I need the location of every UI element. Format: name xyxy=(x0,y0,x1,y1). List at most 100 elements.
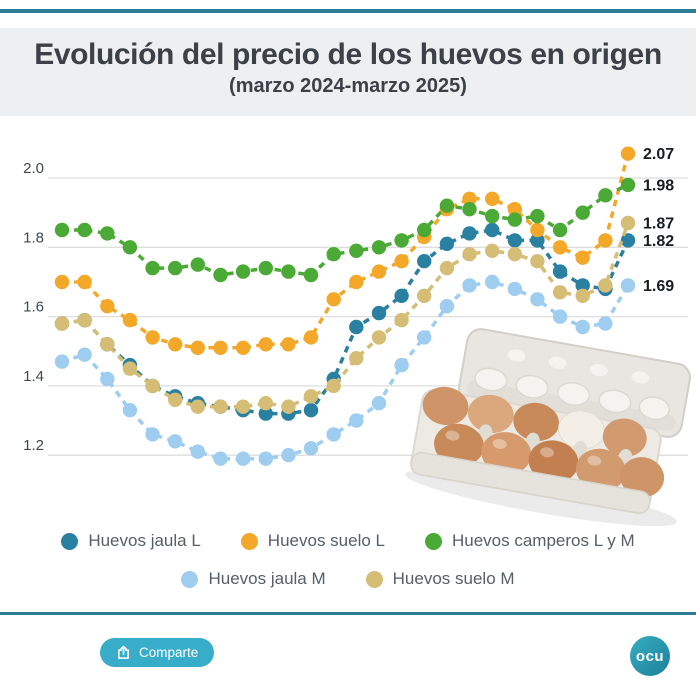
data-point xyxy=(326,427,341,442)
data-point xyxy=(303,267,319,283)
data-point xyxy=(326,292,341,307)
data-point xyxy=(371,264,387,279)
data-point xyxy=(281,264,296,279)
data-point xyxy=(394,357,409,373)
data-point xyxy=(552,222,568,238)
data-point xyxy=(303,330,319,345)
legend-row-2: Huevos jaula M Huevos suelo M xyxy=(0,562,696,596)
data-point xyxy=(620,146,636,161)
data-point xyxy=(190,399,205,414)
data-point xyxy=(417,330,432,345)
y-tick-label: 1.2 xyxy=(23,437,44,454)
data-point xyxy=(190,340,205,355)
legend-label: Huevos camperos L y M xyxy=(451,531,635,550)
top-accent-rule xyxy=(0,9,696,13)
data-point xyxy=(507,212,522,227)
chart-end-labels: 1.69 1.821.87 2.07 1.98 xyxy=(643,146,674,295)
data-point xyxy=(371,240,387,255)
data-point xyxy=(530,208,545,224)
series-end-value: 1.87 xyxy=(643,216,674,233)
data-point xyxy=(507,233,522,248)
data-point xyxy=(371,396,387,411)
data-point xyxy=(598,278,613,293)
data-point xyxy=(417,222,432,238)
data-point xyxy=(417,288,432,303)
data-point xyxy=(462,191,477,206)
data-point xyxy=(326,247,341,262)
data-point xyxy=(122,312,138,328)
data-point xyxy=(507,247,522,262)
data-point xyxy=(213,451,228,466)
data-point xyxy=(77,222,92,238)
data-point xyxy=(77,347,92,362)
data-point xyxy=(168,392,183,407)
data-point xyxy=(349,413,364,428)
data-point xyxy=(552,240,568,255)
page-subtitle: (marzo 2024-marzo 2025) xyxy=(229,75,467,97)
data-point xyxy=(145,378,160,394)
bottom-accent-rule xyxy=(0,612,696,615)
egg-carton-photo xyxy=(405,328,691,527)
data-point xyxy=(213,267,228,283)
data-point xyxy=(620,177,636,193)
data-point xyxy=(507,281,522,297)
data-point xyxy=(54,274,70,290)
ocu-logo: ocu xyxy=(630,636,670,676)
data-point xyxy=(349,351,364,366)
series-end-value: 1.69 xyxy=(643,278,674,295)
data-point xyxy=(485,191,500,206)
page-title: Evolución del precio de los huevos en or… xyxy=(34,38,662,71)
data-point xyxy=(485,222,500,238)
data-point xyxy=(439,299,455,314)
legend-dot xyxy=(365,570,383,588)
data-point xyxy=(168,337,183,352)
legend-dot xyxy=(61,532,79,550)
data-point xyxy=(530,254,545,269)
data-point xyxy=(371,330,387,345)
legend-label: Huevos suelo M xyxy=(392,569,515,588)
data-point xyxy=(258,260,273,276)
data-point xyxy=(598,233,613,248)
y-tick-label: 1.4 xyxy=(23,368,44,385)
data-point xyxy=(575,278,590,293)
data-point xyxy=(439,198,455,213)
data-point xyxy=(122,240,138,255)
data-point xyxy=(552,285,568,300)
data-point xyxy=(258,396,273,411)
y-tick-label: 1.6 xyxy=(23,299,44,316)
share-button[interactable]: Comparte xyxy=(100,638,215,667)
line-chart: 2.0 1.8 1.6 1.4 1.2 xyxy=(0,138,696,530)
data-point xyxy=(235,451,251,466)
series-line xyxy=(62,153,630,350)
data-point xyxy=(530,222,545,238)
data-point xyxy=(439,236,455,251)
data-point xyxy=(100,226,115,241)
data-point xyxy=(485,274,500,290)
data-point xyxy=(485,208,500,224)
legend-dot xyxy=(181,570,199,588)
data-point xyxy=(485,243,500,258)
legend-label: Huevos suelo L xyxy=(267,531,385,550)
data-point xyxy=(190,257,205,272)
data-point xyxy=(258,451,273,466)
y-tick-label: 2.0 xyxy=(23,160,44,177)
legend-item-huevos-jaula-m: Huevos jaula M xyxy=(181,569,326,589)
data-point xyxy=(530,292,545,307)
data-point xyxy=(100,299,115,314)
data-point xyxy=(349,274,364,290)
data-point xyxy=(281,337,296,352)
data-point xyxy=(394,233,409,248)
data-point xyxy=(462,226,477,241)
data-point xyxy=(145,330,160,345)
share-button-label: Comparte xyxy=(139,645,199,660)
data-point xyxy=(281,399,296,414)
header-band: Evolución del precio de los huevos en or… xyxy=(0,28,696,116)
chart-series xyxy=(54,146,636,466)
data-point xyxy=(190,444,205,459)
data-point xyxy=(54,316,70,331)
data-point xyxy=(303,403,319,418)
data-point xyxy=(394,312,409,328)
data-point xyxy=(530,233,545,248)
data-point xyxy=(168,434,183,449)
data-point xyxy=(349,243,364,258)
